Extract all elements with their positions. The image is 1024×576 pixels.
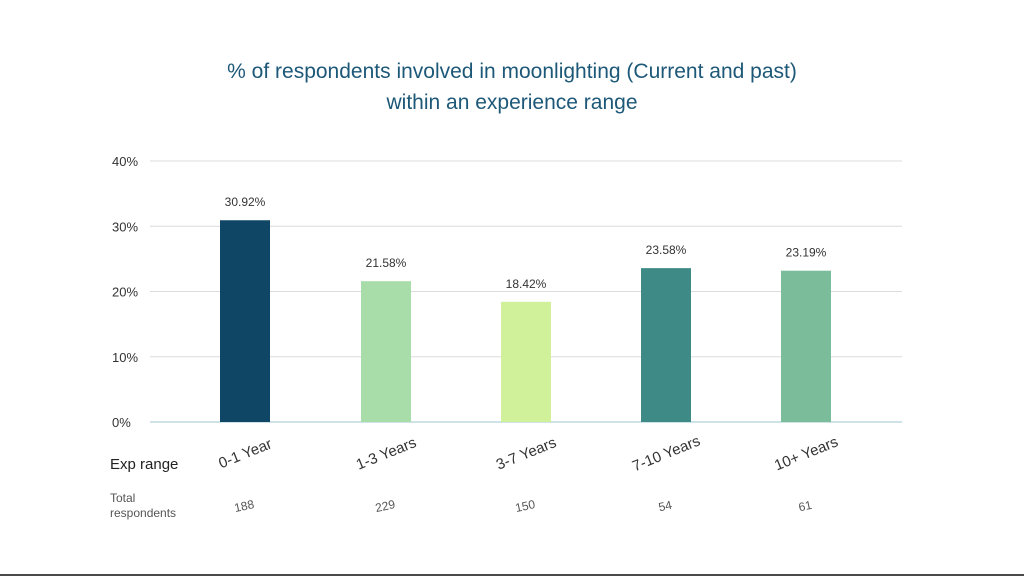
x-tick-label: 0-1 Year — [216, 435, 274, 472]
total-respondents-label: Total respondents — [110, 491, 176, 521]
bar — [641, 268, 691, 422]
total-respondents-value: 54 — [657, 498, 673, 515]
y-tick-label: 10% — [112, 350, 138, 365]
data-label: 23.19% — [786, 246, 827, 260]
y-tick-label: 30% — [112, 219, 138, 234]
data-label: 23.58% — [646, 243, 687, 257]
bar — [781, 270, 831, 422]
data-label: 21.58% — [366, 256, 407, 270]
chart-title-line-2: within an experience range — [386, 91, 638, 114]
x-axis-label: Exp range — [110, 456, 179, 473]
bar — [361, 281, 411, 422]
total-respondents-value: 150 — [514, 497, 537, 515]
bar — [501, 301, 551, 422]
y-tick-label: 20% — [112, 285, 138, 300]
y-tick-label: 40% — [112, 154, 138, 169]
total-respondents-label-line-2: respondents — [110, 506, 177, 520]
x-tick-label: 3-7 Years — [494, 434, 559, 474]
bar — [220, 220, 270, 422]
total-respondents-value: 61 — [797, 498, 813, 515]
data-label: 30.92% — [225, 195, 266, 209]
chart-title: % of respondents involved in moonlightin… — [0, 56, 1024, 118]
x-tick-label: 1-3 Years — [354, 434, 419, 474]
data-label: 18.42% — [506, 277, 547, 291]
x-tick-label: 7-10 Years — [630, 433, 703, 476]
total-respondents-value: 229 — [374, 497, 397, 515]
chart-title-line-1: % of respondents involved in moonlightin… — [227, 60, 797, 83]
total-respondents-value: 188 — [233, 497, 256, 515]
bottom-divider — [0, 574, 1024, 576]
total-respondents-label-line-1: Total — [110, 491, 136, 505]
y-tick-label: 0% — [112, 415, 131, 430]
x-tick-label: 10+ Years — [772, 433, 841, 474]
